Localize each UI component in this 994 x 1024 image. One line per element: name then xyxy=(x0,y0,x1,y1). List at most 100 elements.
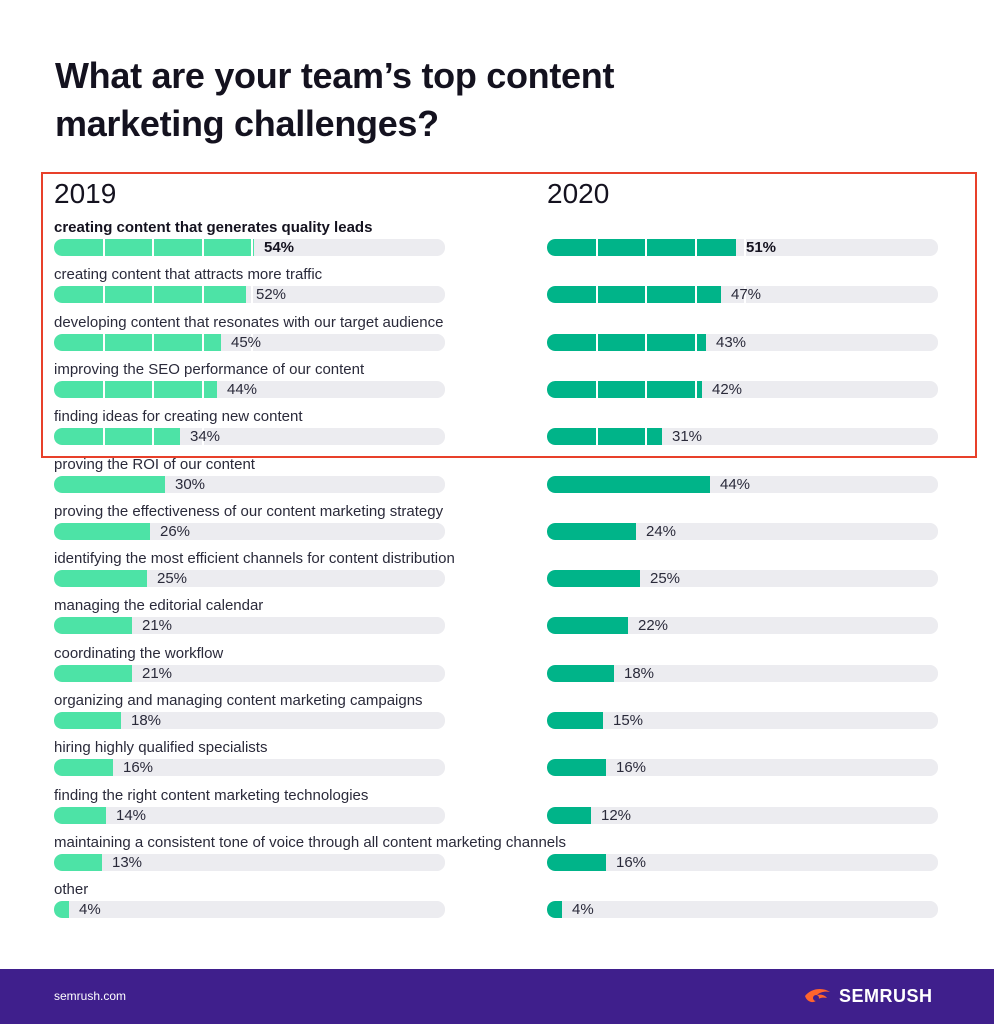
category-label: finding the right content marketing tech… xyxy=(54,786,369,804)
data-label-2019: 54% xyxy=(264,239,295,256)
bar-track-2019 xyxy=(54,759,445,777)
bar-2020 xyxy=(547,475,710,493)
data-label-2019: 4% xyxy=(79,901,101,919)
bar-segment-divider xyxy=(596,380,598,398)
data-label-2020: 4% xyxy=(572,901,594,919)
category-label: proving the effectiveness of our content… xyxy=(54,502,444,520)
semrush-logo: SEMRUSH xyxy=(803,985,933,1007)
data-label-2020: 22% xyxy=(638,617,669,635)
bar-2019 xyxy=(54,617,132,635)
bar-segment-divider xyxy=(596,428,598,446)
footer-url[interactable]: semrush.com xyxy=(54,989,127,1003)
data-label-2020: 15% xyxy=(613,712,644,729)
data-label-2020: 44% xyxy=(720,475,751,493)
bar-track-2020 xyxy=(547,333,938,351)
bar-segment-divider xyxy=(645,333,647,351)
data-label-2019: 16% xyxy=(123,759,154,777)
bar-track-2019 xyxy=(54,522,445,540)
bar-segment-divider xyxy=(596,286,598,304)
bar-segment-divider xyxy=(645,380,647,398)
bar-2020 xyxy=(547,570,640,588)
bar-segment-divider xyxy=(695,286,697,304)
bar-2020 xyxy=(547,428,662,446)
data-label-2020: 12% xyxy=(601,806,632,824)
bar-segment-divider xyxy=(152,380,154,398)
bar-segment-divider xyxy=(695,333,697,351)
highlight-box xyxy=(41,172,977,458)
bar-track-2020 xyxy=(547,286,938,304)
bar-segment-divider xyxy=(103,286,105,304)
category-label: creating content that attracts more traf… xyxy=(54,266,323,284)
bar-track-2019 xyxy=(54,712,445,729)
bar-segment-divider xyxy=(202,239,204,256)
footer: semrush.com SEMRUSH xyxy=(0,969,994,1024)
data-label-2019: 14% xyxy=(116,806,147,824)
data-label-2020: 47% xyxy=(731,286,762,304)
semrush-fire-icon xyxy=(805,988,830,1003)
bar-segment-divider xyxy=(103,380,105,398)
infographic-card xyxy=(8,0,980,1024)
bar-segment-divider xyxy=(251,333,253,351)
bar-2020 xyxy=(547,853,606,871)
data-label-2019: 45% xyxy=(231,333,262,351)
bar-track-2020 xyxy=(547,664,938,682)
bar-2019 xyxy=(54,522,150,540)
bar-segment-divider xyxy=(103,239,105,256)
bar-2020 xyxy=(547,617,628,635)
bar-2020 xyxy=(547,901,562,919)
data-label-2019: 34% xyxy=(190,428,221,446)
bar-track-2020 xyxy=(547,901,938,919)
bar-2020 xyxy=(547,712,603,729)
category-label: developing content that resonates with o… xyxy=(54,313,444,331)
data-label-2020: 51% xyxy=(746,239,777,256)
data-label-2020: 31% xyxy=(672,428,703,446)
category-label: creating content that generates quality … xyxy=(54,219,373,236)
bar-2020 xyxy=(547,286,721,304)
data-label-2019: 26% xyxy=(160,522,191,540)
bar-track-2019 xyxy=(54,428,445,446)
bar-segment-divider xyxy=(695,380,697,398)
data-label-2019: 30% xyxy=(175,475,206,493)
data-label-2020: 16% xyxy=(616,759,647,777)
bar-segment-divider xyxy=(645,286,647,304)
bar-track-2020 xyxy=(547,522,938,540)
data-label-2019: 21% xyxy=(142,617,173,635)
category-label: hiring highly qualified specialists xyxy=(54,739,268,757)
bar-track-2020 xyxy=(547,380,938,398)
bar-2019 xyxy=(54,428,180,446)
data-label-2020: 43% xyxy=(716,333,747,351)
bar-segment-divider xyxy=(695,239,697,256)
bar-segment-divider xyxy=(202,428,204,446)
bar-2019 xyxy=(54,475,165,493)
bar-segment-divider xyxy=(645,239,647,256)
bar-2020 xyxy=(547,380,702,398)
bar-segment-divider xyxy=(596,333,598,351)
category-label: maintaining a consistent tone of voice t… xyxy=(54,833,566,851)
bar-track-2020 xyxy=(547,428,938,446)
bar-2019 xyxy=(54,664,132,682)
bar-2020 xyxy=(547,522,636,540)
bar-2020 xyxy=(547,806,591,824)
chart-title: What are your team’s top content marketi… xyxy=(55,55,615,144)
bar-2020 xyxy=(547,333,706,351)
category-label: proving the ROI of our content xyxy=(54,455,255,473)
bar-track-2019 xyxy=(54,901,445,919)
data-label-2019: 44% xyxy=(227,380,258,398)
bar-segment-divider xyxy=(152,428,154,446)
bar-segment-divider xyxy=(202,286,204,304)
bar-track-2020 xyxy=(547,712,938,729)
legend-2020: 2020 xyxy=(547,178,610,209)
data-label-2020: 25% xyxy=(650,570,681,588)
bar-segment-divider xyxy=(645,428,647,446)
bar-2020 xyxy=(547,759,606,777)
bar-track-2020 xyxy=(547,570,938,588)
bar-segment-divider xyxy=(596,239,598,256)
data-label-2020: 18% xyxy=(624,664,655,682)
bar-track-2019 xyxy=(54,570,445,588)
data-label-2019: 25% xyxy=(157,570,188,588)
bar-segment-divider xyxy=(103,333,105,351)
bar-2019 xyxy=(54,901,69,919)
bar-track-2019 xyxy=(54,853,445,871)
bar-segment-divider xyxy=(251,286,253,304)
bar-2019 xyxy=(54,570,147,588)
